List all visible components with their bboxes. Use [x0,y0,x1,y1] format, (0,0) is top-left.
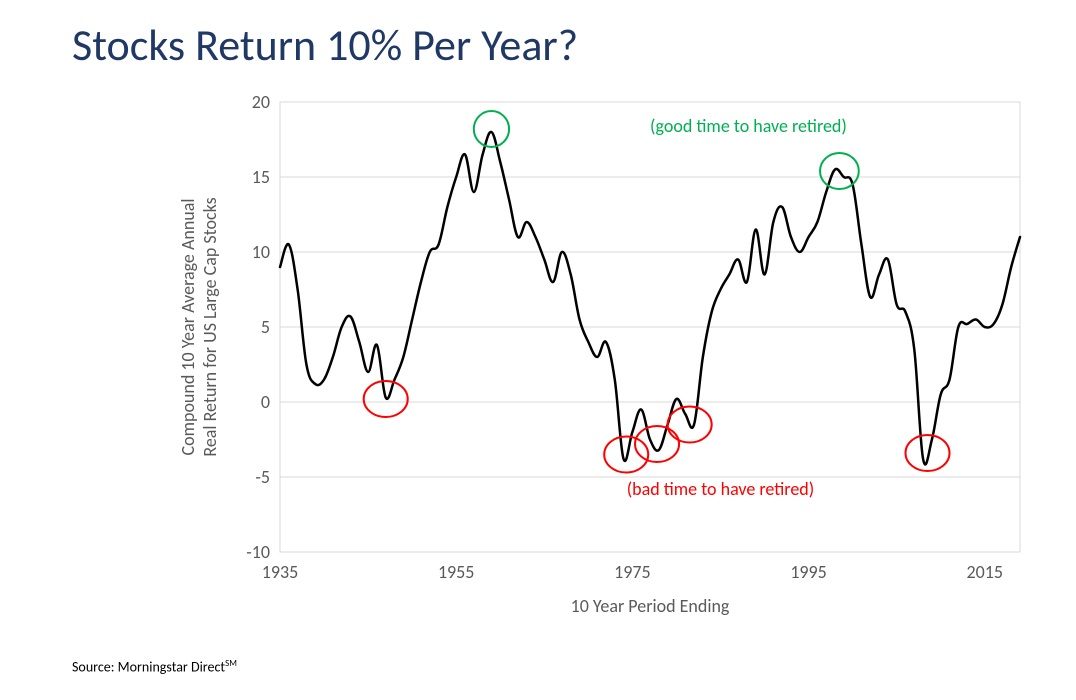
svg-text:Compound 10 Year Average Annua: Compound 10 Year Average Annual [177,199,199,456]
svg-text:Real Return for US Large Cap S: Real Return for US Large Cap Stocks [199,197,221,456]
svg-text:1935: 1935 [262,561,299,583]
source-citation: Source: Morningstar DirectSM [72,658,237,676]
slide-title: Stocks Return 10% Per Year? [72,18,578,72]
source-mark: SM [225,658,237,669]
svg-text:-5: -5 [255,466,270,488]
svg-text:10 Year Period Ending: 10 Year Period Ending [571,595,730,617]
line-chart: -10 -5 0 5 10 15 20 1935 1955 1975 1995 2015 10 Year… [170,92,1040,632]
svg-text:2015: 2015 [967,561,1004,583]
svg-text:(good time to have retired): (good time to have retired) [650,115,847,137]
svg-text:-10: -10 [246,541,270,563]
svg-text:1975: 1975 [614,561,651,583]
slide: Stocks Return 10% Per Year? -10 -5 0 5 10 15 2… [0,0,1076,700]
svg-text:1995: 1995 [790,561,827,583]
svg-text:0: 0 [261,391,270,413]
svg-text:5: 5 [261,316,270,338]
chart-container: -10 -5 0 5 10 15 20 1935 1955 1975 1995 2015 10 Year… [170,92,1040,632]
svg-text:(bad time to have retired): (bad time to have retired) [627,478,815,500]
source-text: Source: Morningstar Direct [72,659,225,676]
svg-text:20: 20 [252,92,270,113]
svg-text:10: 10 [252,241,270,263]
svg-text:15: 15 [252,166,270,188]
svg-text:1955: 1955 [438,561,475,583]
